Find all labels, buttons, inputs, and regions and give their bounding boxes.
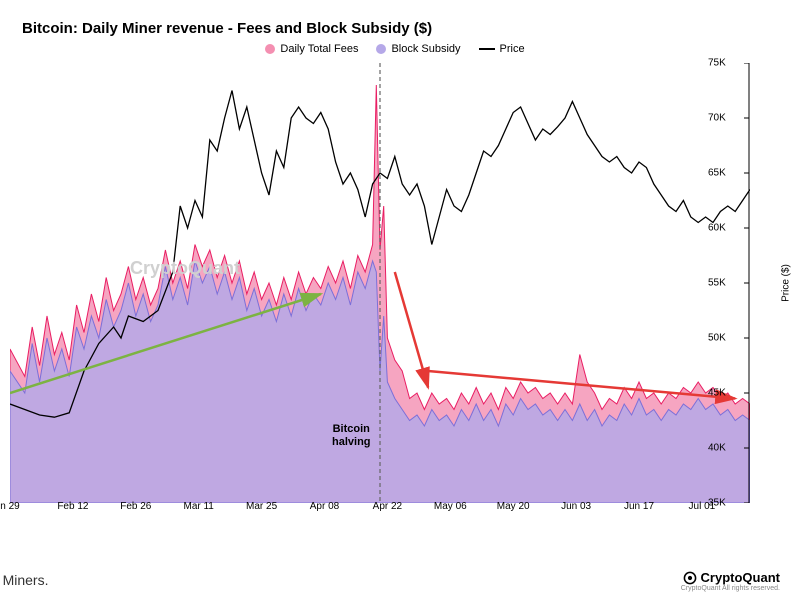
- x-tick: Apr 08: [310, 501, 339, 512]
- legend-dot-subsidy: [376, 44, 386, 54]
- y-tick: 40K: [708, 443, 726, 454]
- y-tick: 75K: [708, 58, 726, 69]
- y-axis-label: Price ($): [781, 264, 792, 302]
- legend-dot-fees: [265, 44, 275, 54]
- x-tick: Feb 12: [57, 501, 88, 512]
- y-tick: 60K: [708, 223, 726, 234]
- chart-container: Bitcoin: Daily Miner revenue - Fees and …: [0, 10, 800, 600]
- x-tick: May 06: [434, 501, 467, 512]
- brand-icon: [683, 571, 697, 585]
- legend-label-fees: Daily Total Fees: [280, 43, 358, 55]
- y-axis-right: 35K40K45K50K55K60K65K70K75K: [708, 63, 758, 503]
- legend-line-price: [479, 48, 495, 50]
- y-tick: 55K: [708, 278, 726, 289]
- y-tick: 50K: [708, 333, 726, 344]
- x-tick: Apr 22: [373, 501, 402, 512]
- halving-line2: halving: [332, 436, 371, 449]
- legend-label-subsidy: Block Subsidy: [391, 43, 460, 55]
- x-tick: Mar 11: [183, 501, 213, 512]
- brand: CryptoQuant: [681, 570, 780, 585]
- halving-label: Bitcoin halving: [332, 423, 371, 449]
- x-tick: n 29: [0, 501, 19, 512]
- footer-right: CryptoQuant CryptoQuant All rights reser…: [681, 570, 780, 592]
- chart-legend: Daily Total Fees Block Subsidy Price: [10, 43, 780, 55]
- copyright: CryptoQuant All rights reserved.: [681, 585, 780, 592]
- legend-subsidy: Block Subsidy: [376, 43, 460, 55]
- legend-label-price: Price: [500, 43, 525, 55]
- brand-label: CryptoQuant: [701, 570, 780, 585]
- plot-svg: [10, 63, 750, 503]
- x-tick: Jul 01: [689, 501, 716, 512]
- x-tick: Mar 25: [246, 501, 277, 512]
- y-tick: 65K: [708, 168, 726, 179]
- x-tick: Jun 03: [561, 501, 591, 512]
- x-axis: n 29Feb 12Feb 26Mar 11Mar 25Apr 08Apr 22…: [10, 501, 750, 521]
- plot-area: CryptoQuant Bitcoin halving MIREDOM MDET…: [10, 63, 750, 503]
- x-tick: Jun 17: [624, 501, 654, 512]
- y-tick: 45K: [708, 388, 726, 399]
- y-tick: 70K: [708, 113, 726, 124]
- x-tick: May 20: [497, 501, 530, 512]
- footer-left-text: oin Miners.: [0, 572, 48, 588]
- x-tick: Feb 26: [120, 501, 151, 512]
- legend-price: Price: [479, 43, 525, 55]
- legend-fees: Daily Total Fees: [265, 43, 358, 55]
- halving-line1: Bitcoin: [332, 423, 371, 436]
- chart-title: Bitcoin: Daily Miner revenue - Fees and …: [22, 20, 780, 37]
